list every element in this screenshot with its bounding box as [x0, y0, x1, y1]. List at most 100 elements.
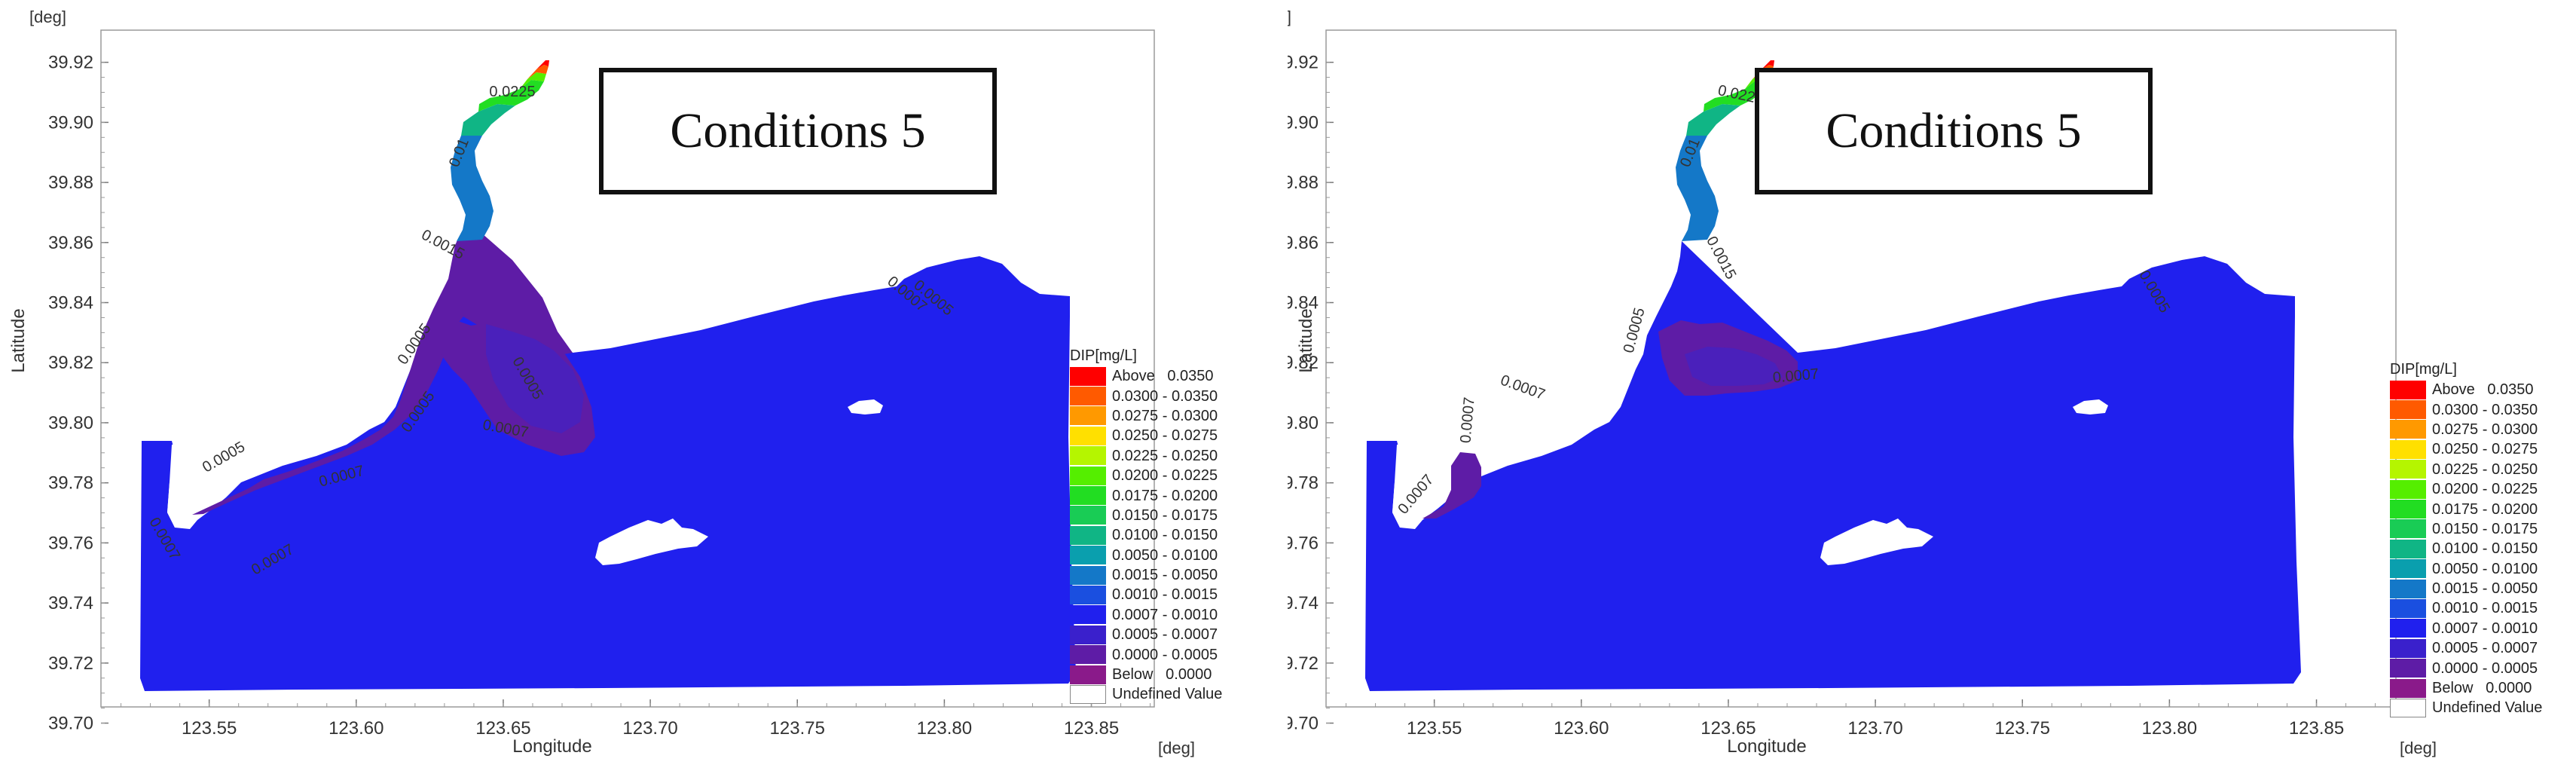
legend-swatch [1070, 506, 1106, 525]
legend-label: Undefined Value [1112, 686, 1223, 703]
legend-label: Above 0.0350 [1112, 368, 1214, 385]
river-channel-tip [536, 60, 549, 69]
y-tick-label: 39.80 [1288, 413, 1319, 433]
legend-item: 0.0015 - 0.0050 [2390, 579, 2542, 598]
river-channel-mid [461, 104, 515, 136]
legend-item: Undefined Value [1070, 684, 1222, 704]
legend-label: 0.0000 - 0.0005 [2432, 659, 2538, 677]
legend-item: Undefined Value [2390, 698, 2542, 717]
legend-item: Above 0.0350 [2390, 380, 2542, 399]
legend-swatch [1070, 605, 1106, 625]
x-axis-label: Longitude [1727, 736, 1806, 757]
legend-label: 0.0300 - 0.0350 [2432, 401, 2538, 418]
legend-swatch [2390, 559, 2426, 579]
legend-swatch [1070, 585, 1106, 604]
legend-item: 0.0100 - 0.0150 [2390, 539, 2542, 558]
x-unit-label: [deg] [1158, 739, 1195, 757]
legend-item: 0.0010 - 0.0015 [1070, 585, 1222, 604]
legend-swatch [2390, 460, 2426, 479]
legend-item: 0.0175 - 0.0200 [1070, 485, 1222, 506]
legend-swatch [2390, 439, 2426, 459]
map-panel-left: 39.92 39.90 39.88 39.86 39.84 39.82 39.80 39.78… [8, 8, 1222, 757]
legend-label: 0.0300 - 0.0350 [1112, 387, 1218, 405]
legend-item: 0.0225 - 0.0250 [2390, 460, 2542, 479]
conditions-label: Conditions 5 [670, 103, 926, 158]
legend-swatch [2390, 479, 2426, 499]
legend-item: 0.0150 - 0.0175 [1070, 506, 1222, 525]
legend-item: 0.0250 - 0.0275 [1070, 426, 1222, 445]
y-tick-label: 39.72 [1288, 653, 1319, 674]
legend-item: 0.0300 - 0.0350 [2390, 399, 2542, 420]
legend-label: Above 0.0350 [2432, 381, 2534, 399]
x-tick-label: 123.60 [328, 718, 383, 739]
legend-swatch [2390, 400, 2426, 420]
island-small [2073, 399, 2108, 415]
y-tick-label: 39.82 [1288, 353, 1319, 373]
x-tick-label: 123.75 [1995, 718, 2050, 739]
river-channel-peak [527, 65, 549, 79]
legend-label: 0.0150 - 0.0175 [2432, 520, 2538, 537]
y-unit-label: [deg] [29, 8, 66, 26]
x-tick-label: 123.70 [1847, 718, 1902, 739]
legend-rows: Above 0.0350 0.0300 - 0.0350 0.0275 - 0.03… [1070, 366, 1222, 705]
x-tick-label: 123.55 [1407, 718, 1462, 739]
x-tick-label: 123.85 [1064, 718, 1119, 739]
y-tick-label: 39.80 [48, 413, 93, 433]
island-small [848, 399, 883, 415]
y-tick-label: 39.74 [1288, 593, 1319, 613]
island-large [1820, 519, 1933, 565]
legend-swatch [2390, 659, 2426, 678]
island-west [167, 445, 193, 528]
river-channel-top [520, 72, 546, 89]
legend-label: 0.0225 - 0.0250 [2432, 460, 2538, 478]
legend: DIP[mg/L] Above 0.0350 0.0300 - 0.0350 0.0… [2390, 362, 2542, 718]
legend-label: 0.0005 - 0.0007 [2432, 640, 2538, 657]
legend-label: 0.0050 - 0.0100 [2432, 560, 2538, 577]
legend-label: 0.0015 - 0.0050 [1112, 567, 1218, 584]
legend-item: 0.0000 - 0.0005 [1070, 644, 1222, 665]
legend-label: 0.0150 - 0.0175 [1112, 506, 1218, 524]
legend-item: 0.0007 - 0.0010 [2390, 619, 2542, 638]
legend-swatch [2390, 539, 2426, 558]
legend-swatch [1070, 665, 1106, 684]
conditions-box: Conditions 5 [599, 68, 997, 194]
y-tick-label: 39.90 [1288, 112, 1319, 133]
y-tick-label: 39.88 [48, 173, 93, 193]
y-tick-label: 39.90 [48, 112, 93, 133]
legend-item: Below 0.0000 [1070, 665, 1222, 684]
y-tick-label: 39.84 [1288, 293, 1319, 314]
legend-item: 0.0100 - 0.0150 [1070, 525, 1222, 545]
legend-swatch [2390, 698, 2426, 717]
y-tick-label: 39.76 [1288, 533, 1319, 553]
legend-item: 0.0250 - 0.0275 [2390, 439, 2542, 459]
legend-label: 0.0225 - 0.0250 [1112, 447, 1218, 464]
legend-swatch [1070, 525, 1106, 545]
y-tick-label: 39.88 [1288, 173, 1319, 193]
y-tick-label: 39.92 [1288, 53, 1319, 73]
legend-swatch [1070, 565, 1106, 585]
x-tick-label: 123.85 [2289, 718, 2344, 739]
legend-label: 0.0275 - 0.0300 [2432, 421, 2538, 438]
y-axis: 39.92 39.90 39.88 39.86 39.84 39.82 39.80 39.78… [8, 8, 108, 734]
legend-item: 0.0015 - 0.0050 [1070, 565, 1222, 585]
sea-area [1365, 241, 2301, 691]
y-tick-label: 39.74 [48, 593, 93, 613]
legend-swatch [1070, 466, 1106, 485]
legend-item: 0.0005 - 0.0007 [2390, 638, 2542, 658]
legend-item: 0.0007 - 0.0010 [1070, 605, 1222, 625]
x-tick-label: 123.80 [2142, 718, 2197, 739]
legend-label: 0.0250 - 0.0275 [1112, 427, 1218, 445]
y-tick-label: 39.78 [48, 473, 93, 494]
y-tick-label: 39.86 [48, 233, 93, 253]
x-tick-label: 123.55 [182, 718, 237, 739]
y-axis: 39.92 39.90 39.88 39.86 39.84 39.82 39.80 39.78… [1288, 8, 1334, 734]
river-channel-tip [1762, 60, 1774, 69]
legend-label: 0.0005 - 0.0007 [1112, 626, 1218, 644]
legend-item: 0.0300 - 0.0350 [1070, 386, 1222, 406]
x-unit-label: [deg] [2400, 739, 2437, 757]
legend-label: 0.0200 - 0.0225 [2432, 481, 2538, 498]
legend-swatch [1070, 446, 1106, 466]
legend-item: Above 0.0350 [1070, 366, 1222, 386]
legend-item: 0.0010 - 0.0015 [2390, 598, 2542, 618]
y-tick-label: 39.86 [1288, 233, 1319, 253]
